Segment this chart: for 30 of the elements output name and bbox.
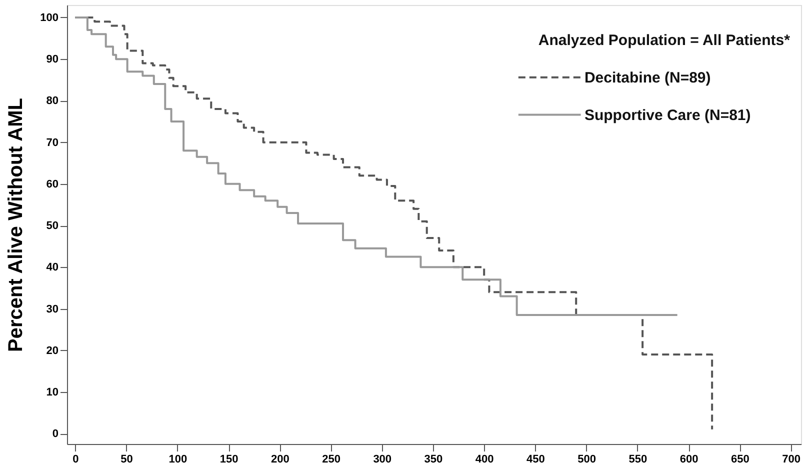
legend-label: Decitabine (N=89) — [584, 69, 711, 86]
y-tick-label: 100 — [40, 12, 58, 24]
y-tick-label: 30 — [46, 303, 58, 316]
x-tick-label: 200 — [270, 454, 290, 466]
x-tick-label: 650 — [730, 454, 750, 466]
y-tick-label: 40 — [46, 262, 58, 274]
y-tick-label: 60 — [46, 178, 58, 190]
x-tick-label: 0 — [72, 454, 79, 466]
y-tick-label: 80 — [46, 95, 58, 108]
x-tick-label: 400 — [475, 454, 494, 466]
x-tick-label: 150 — [220, 454, 238, 466]
y-axis-title: Percent Alive Without AML — [5, 98, 28, 352]
x-tick-label: 500 — [578, 454, 596, 466]
x-tick-label: 450 — [526, 454, 545, 466]
x-tick-label: 50 — [120, 454, 133, 466]
legend-title: Analyzed Population = All Patients* — [538, 32, 790, 50]
y-tick-label: 50 — [46, 220, 58, 232]
x-tick-label: 300 — [373, 454, 392, 466]
x-tick-label: 550 — [628, 454, 648, 466]
x-tick-label: 100 — [168, 454, 188, 466]
y-tick-label: 90 — [46, 54, 58, 66]
legend-label: Supportive Care (N=81) — [584, 106, 751, 124]
x-tick-label: 600 — [680, 454, 698, 466]
y-tick-label: 70 — [46, 136, 58, 149]
x-tick-label: 250 — [322, 454, 340, 466]
y-tick-label: 0 — [52, 428, 58, 440]
y-tick-label: 10 — [46, 386, 58, 398]
x-tick-label: 700 — [782, 454, 800, 466]
x-tick-label: 350 — [424, 454, 443, 466]
y-tick-label: 20 — [46, 344, 58, 357]
